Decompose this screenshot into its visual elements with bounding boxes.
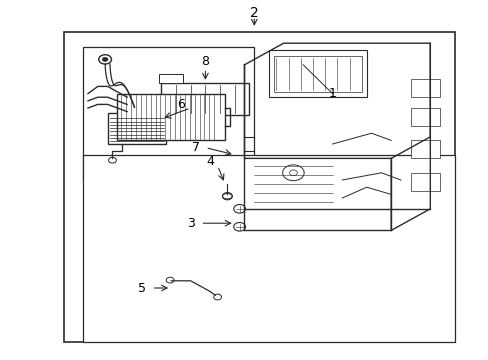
Bar [107, 113, 166, 144]
Text: 8: 8 [201, 55, 209, 68]
Bar [63, 32, 454, 342]
Text: 3: 3 [186, 217, 194, 230]
Bar [273, 56, 361, 92]
Bar [161, 83, 249, 115]
Bar [159, 74, 183, 83]
Bar [83, 47, 254, 180]
Bar [410, 108, 439, 126]
Text: 6: 6 [177, 98, 184, 111]
Text: 5: 5 [138, 282, 145, 294]
Text: 2: 2 [249, 6, 258, 19]
Bar [117, 94, 224, 140]
Bar [268, 50, 366, 97]
Text: 1: 1 [328, 87, 336, 100]
Bar [410, 173, 439, 191]
Bar [410, 79, 439, 97]
Bar [410, 140, 439, 158]
Bar [83, 155, 454, 342]
Text: 7: 7 [191, 141, 199, 154]
Circle shape [102, 57, 108, 62]
Text: 4: 4 [206, 156, 214, 168]
